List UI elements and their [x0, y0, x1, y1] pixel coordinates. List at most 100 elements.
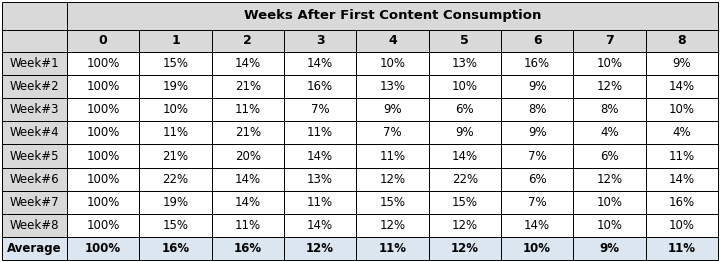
- Bar: [428, 214, 501, 237]
- Text: 12%: 12%: [451, 242, 479, 255]
- Text: 21%: 21%: [235, 80, 261, 93]
- Text: 14%: 14%: [524, 219, 550, 232]
- Text: 11%: 11%: [307, 196, 333, 209]
- Bar: [428, 30, 501, 52]
- Text: 13%: 13%: [452, 57, 478, 70]
- Text: 9%: 9%: [456, 126, 474, 139]
- Bar: [428, 191, 501, 214]
- Bar: [284, 144, 356, 168]
- Text: 14%: 14%: [235, 173, 261, 185]
- Bar: [212, 75, 284, 98]
- Bar: [284, 214, 356, 237]
- Bar: [573, 237, 646, 260]
- Text: 14%: 14%: [307, 219, 333, 232]
- Text: 15%: 15%: [163, 219, 189, 232]
- Text: 1: 1: [171, 35, 180, 47]
- Bar: [284, 168, 356, 191]
- Bar: [2, 121, 67, 144]
- Bar: [2, 98, 67, 121]
- Bar: [573, 98, 646, 121]
- Text: 14%: 14%: [235, 57, 261, 70]
- Text: 9%: 9%: [600, 242, 619, 255]
- Bar: [428, 121, 501, 144]
- Bar: [140, 98, 212, 121]
- Text: 100%: 100%: [86, 196, 120, 209]
- Text: Week#5: Week#5: [10, 150, 59, 162]
- Bar: [212, 168, 284, 191]
- Text: 11%: 11%: [669, 150, 695, 162]
- Bar: [284, 237, 356, 260]
- Bar: [2, 237, 67, 260]
- Bar: [2, 168, 67, 191]
- Bar: [284, 52, 356, 75]
- Bar: [67, 98, 140, 121]
- Text: 11%: 11%: [668, 242, 696, 255]
- Text: 100%: 100%: [86, 103, 120, 116]
- Text: 7%: 7%: [383, 126, 402, 139]
- Text: 13%: 13%: [307, 173, 333, 185]
- Bar: [573, 214, 646, 237]
- Bar: [356, 52, 428, 75]
- Text: 14%: 14%: [235, 196, 261, 209]
- Text: 4%: 4%: [672, 126, 691, 139]
- Bar: [501, 30, 573, 52]
- Text: 7: 7: [605, 35, 614, 47]
- Bar: [428, 168, 501, 191]
- Text: 11%: 11%: [163, 126, 189, 139]
- Bar: [356, 214, 428, 237]
- Bar: [2, 75, 67, 98]
- Text: 7%: 7%: [311, 103, 330, 116]
- Text: Week#3: Week#3: [10, 103, 59, 116]
- Bar: [356, 237, 428, 260]
- Text: 12%: 12%: [379, 219, 405, 232]
- Bar: [140, 52, 212, 75]
- Bar: [501, 214, 573, 237]
- Text: 100%: 100%: [86, 126, 120, 139]
- Bar: [2, 144, 67, 168]
- Text: 100%: 100%: [85, 242, 121, 255]
- Bar: [284, 121, 356, 144]
- Text: 12%: 12%: [379, 173, 405, 185]
- Text: 16%: 16%: [161, 242, 189, 255]
- Bar: [284, 75, 356, 98]
- Bar: [646, 98, 718, 121]
- Text: 16%: 16%: [669, 196, 695, 209]
- Bar: [501, 168, 573, 191]
- Bar: [646, 30, 718, 52]
- Bar: [573, 30, 646, 52]
- Bar: [501, 237, 573, 260]
- Bar: [646, 191, 718, 214]
- Bar: [284, 191, 356, 214]
- Text: 100%: 100%: [86, 80, 120, 93]
- Bar: [573, 52, 646, 75]
- Bar: [67, 191, 140, 214]
- Text: 11%: 11%: [379, 242, 407, 255]
- Bar: [646, 144, 718, 168]
- Text: 2: 2: [243, 35, 252, 47]
- Text: 12%: 12%: [596, 80, 623, 93]
- Text: 16%: 16%: [234, 242, 262, 255]
- Bar: [501, 98, 573, 121]
- Bar: [501, 121, 573, 144]
- Text: 0: 0: [99, 35, 107, 47]
- Bar: [67, 52, 140, 75]
- Bar: [284, 98, 356, 121]
- Text: 22%: 22%: [451, 173, 478, 185]
- Text: 9%: 9%: [528, 126, 546, 139]
- Text: Week#6: Week#6: [9, 173, 59, 185]
- Bar: [428, 52, 501, 75]
- Bar: [501, 75, 573, 98]
- Bar: [212, 52, 284, 75]
- Bar: [356, 98, 428, 121]
- Text: 10%: 10%: [596, 196, 623, 209]
- Bar: [646, 214, 718, 237]
- Text: Week#2: Week#2: [9, 80, 59, 93]
- Bar: [140, 144, 212, 168]
- Text: 14%: 14%: [307, 57, 333, 70]
- Text: 15%: 15%: [163, 57, 189, 70]
- Bar: [67, 30, 140, 52]
- Bar: [2, 30, 67, 52]
- Bar: [67, 75, 140, 98]
- Text: 100%: 100%: [86, 57, 120, 70]
- Bar: [2, 52, 67, 75]
